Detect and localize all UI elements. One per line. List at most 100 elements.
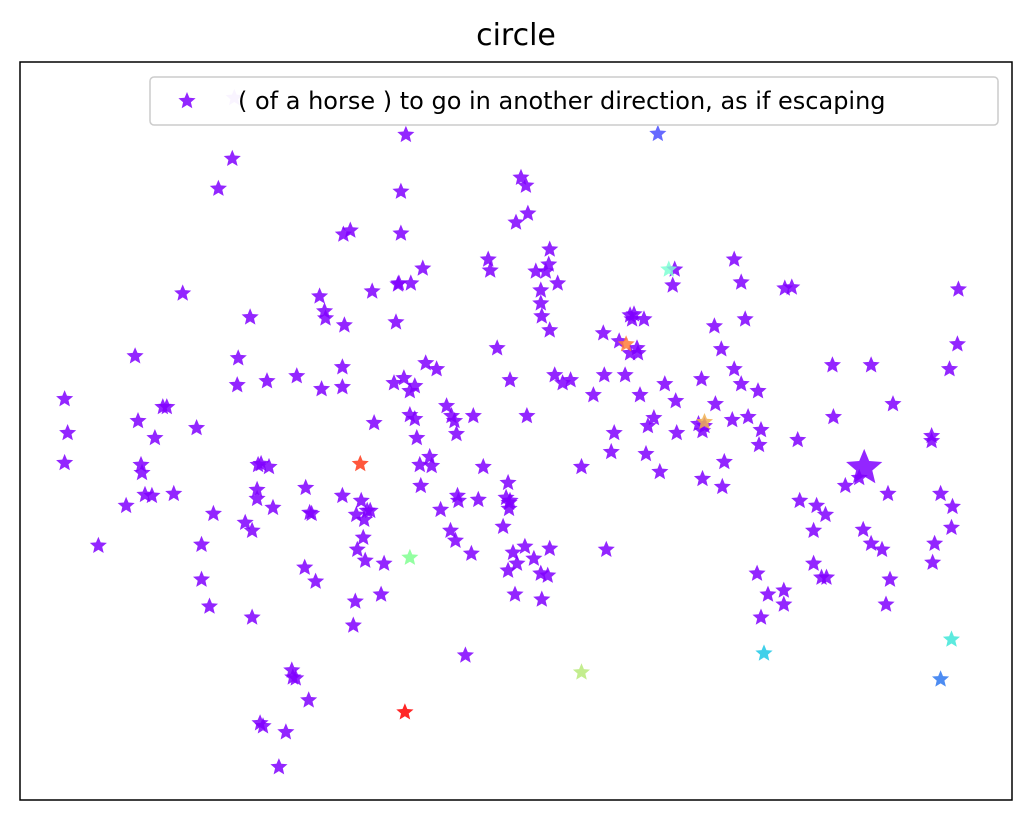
data-point [344,616,362,633]
data-point [748,564,766,581]
highlighted-point [846,448,883,484]
highlighted-point [351,454,369,472]
data-point [594,324,612,341]
data-point [759,585,777,602]
data-point [260,457,278,475]
data-point [372,585,390,602]
data-point [334,225,352,242]
data-point [645,409,663,426]
data-point [605,424,623,441]
data-point [500,499,518,517]
data-point [732,273,750,290]
data-point [249,455,267,473]
data-point [462,544,480,561]
data-point [750,436,768,453]
data-point [392,224,410,241]
data-point [165,484,183,502]
data-point [943,497,961,515]
data-point [532,281,550,298]
data-point [174,284,192,301]
data-point [775,595,793,612]
data-point [456,646,474,663]
data-point [56,390,74,407]
data-point [300,691,318,708]
data-point [736,310,754,327]
legend-star-marker [178,92,196,109]
data-point [539,566,557,583]
data-point [775,581,793,598]
data-point [623,310,641,327]
data-point [307,572,325,589]
data-point [639,417,657,434]
data-point [248,489,266,507]
highlighted-point [649,124,667,142]
data-point [629,344,647,361]
data-point [533,307,551,324]
data-point [348,540,366,557]
data-point [533,590,551,607]
legend-label: ( of a horse ) to go in another directio… [238,87,886,115]
data-point [823,356,841,373]
data-point [316,302,334,319]
data-point [540,255,558,272]
data-point [879,484,897,502]
data-point [584,386,602,403]
data-point [923,432,941,449]
data-point [447,425,465,442]
data-point [664,276,682,293]
data-point [705,317,723,334]
data-point [311,287,329,304]
data-point [423,456,441,474]
data-point [752,421,770,438]
data-point [783,278,801,295]
data-point [873,540,891,557]
data-point [365,414,383,431]
data-point [527,262,545,279]
data-point [59,424,77,441]
data-point [537,262,555,279]
data-point [949,280,967,297]
data-point [297,478,315,496]
data-point [258,372,276,389]
data-points [56,125,967,775]
data-point [824,408,842,425]
highlighted-point [695,413,713,430]
data-point [228,376,246,393]
data-point [940,360,959,377]
data-point [143,486,161,504]
legend-marker [178,92,196,109]
data-point [517,176,535,193]
data-point [392,182,410,199]
data-point [862,356,880,373]
data-point [361,501,379,519]
data-point [469,490,487,508]
data-point [448,486,466,504]
data-point [791,491,809,509]
data-point [408,429,426,446]
data-point [406,410,424,427]
data-point [508,554,526,571]
data-point [805,554,823,571]
data-point [816,505,835,523]
highlighted-point [617,335,635,352]
data-point [200,597,218,614]
data-point [693,469,712,487]
data-point [188,419,206,436]
data-point [525,549,543,566]
data-point [817,568,836,585]
data-point [132,455,150,473]
data-point [667,392,685,409]
data-point [317,309,335,326]
data-point [948,335,966,352]
data-point [243,521,261,538]
data-point [479,250,497,267]
data-point [395,369,413,386]
data-point [692,370,711,387]
data-point [412,476,430,494]
data-point [126,347,144,364]
data-point [248,480,266,498]
data-point [597,540,615,557]
data-point [474,457,492,475]
data-point [541,240,559,257]
data-point [445,412,464,429]
